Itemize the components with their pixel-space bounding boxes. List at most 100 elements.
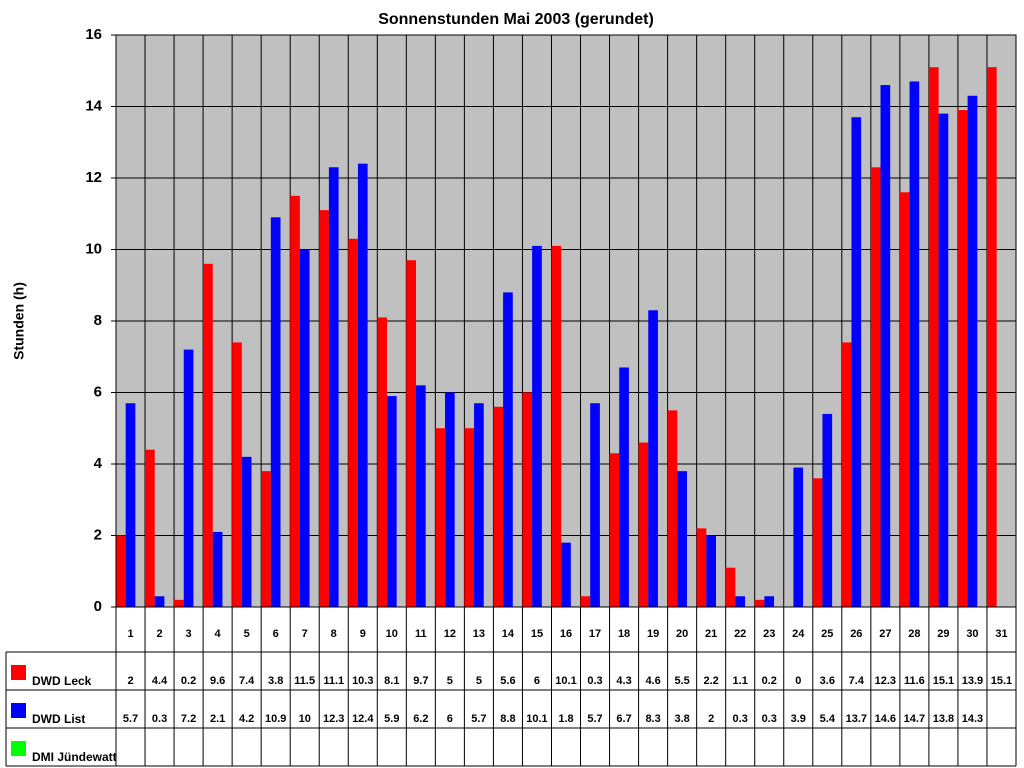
x-tick-label: 31	[995, 628, 1007, 640]
bar	[677, 471, 687, 607]
bar	[357, 163, 368, 607]
x-tick-label: 6	[273, 628, 279, 640]
table-value: 10.3	[352, 675, 373, 687]
bar	[532, 245, 542, 608]
bar	[445, 392, 455, 607]
bar	[154, 596, 165, 607]
table-value: 2	[127, 675, 133, 687]
legend-key	[11, 665, 26, 680]
x-tick-label: 25	[821, 628, 833, 640]
bar	[348, 238, 358, 607]
table-value: 10.1	[526, 713, 547, 725]
legend-key	[11, 703, 26, 718]
bar	[261, 471, 271, 607]
x-tick-label: 14	[502, 628, 515, 640]
table-value: 11.1	[323, 675, 344, 687]
bar	[493, 406, 504, 607]
bar	[957, 110, 968, 607]
bar	[648, 310, 658, 607]
x-tick-label: 13	[473, 628, 485, 640]
x-tick-label: 5	[244, 628, 250, 640]
y-tick-label: 8	[94, 312, 102, 329]
x-tick-label: 12	[444, 628, 456, 640]
x-tick-label: 27	[879, 628, 891, 640]
table-value: 4.2	[239, 713, 254, 725]
bar	[464, 428, 475, 607]
bar	[319, 210, 329, 608]
bar	[986, 67, 997, 608]
table-value: 0.3	[587, 675, 602, 687]
chart-title: Sonnenstunden Mai 2003 (gerundet)	[378, 11, 654, 28]
y-tick-label: 4	[94, 455, 103, 472]
x-tick-label: 21	[705, 628, 717, 640]
bar	[377, 317, 387, 607]
legend-label: DWD List	[32, 712, 85, 726]
x-tick-label: 26	[850, 628, 862, 640]
table-value: 5.7	[471, 713, 486, 725]
table-value: 5	[476, 675, 482, 687]
bar	[735, 596, 746, 607]
x-tick-label: 22	[734, 628, 746, 640]
table-value: 3.6	[820, 675, 835, 687]
bar	[503, 292, 513, 607]
table-value: 11.5	[294, 675, 315, 687]
bar	[793, 467, 804, 607]
table-value: 14.6	[875, 713, 896, 725]
y-tick-label: 14	[85, 97, 102, 114]
bar	[522, 392, 533, 607]
bar	[928, 67, 939, 608]
bar	[851, 117, 862, 607]
x-tick-label: 8	[331, 628, 337, 640]
bar	[812, 478, 823, 607]
bar	[764, 596, 775, 607]
legend-label: DWD Leck	[32, 674, 92, 688]
bar	[967, 95, 978, 608]
y-axis-label: Stunden (h)	[11, 282, 27, 360]
bar	[696, 528, 707, 607]
legend-key	[11, 741, 26, 756]
bar	[435, 428, 446, 607]
table-value: 4.3	[616, 675, 631, 687]
bar	[125, 403, 136, 607]
table-value: 14.3	[962, 713, 983, 725]
table-value: 8.1	[384, 675, 399, 687]
bar	[174, 599, 184, 607]
table-value: 6.7	[616, 713, 631, 725]
plot-border	[115, 34, 1017, 608]
table-value: 6.2	[413, 713, 428, 725]
table-value: 8.3	[645, 713, 660, 725]
table-value: 3.8	[674, 713, 689, 725]
x-tick-label: 18	[618, 628, 630, 640]
x-tick-label: 9	[360, 628, 366, 640]
bar	[406, 260, 416, 607]
table-value: 10.1	[555, 675, 576, 687]
table-value: 5.9	[384, 713, 399, 725]
x-tick-label: 20	[676, 628, 688, 640]
x-tick-label: 30	[966, 628, 978, 640]
bar	[212, 531, 223, 607]
table-value: 0	[795, 675, 801, 687]
table-value: 12.3	[875, 675, 896, 687]
bar	[899, 192, 910, 608]
bar	[203, 263, 213, 607]
bar	[870, 167, 881, 607]
bar	[938, 113, 949, 608]
x-tick-label: 29	[937, 628, 949, 640]
table-value: 1.1	[733, 675, 748, 687]
table-value: 15.1	[991, 675, 1012, 687]
table-value: 5.5	[674, 675, 689, 687]
bar	[822, 413, 833, 607]
x-tick-label: 23	[763, 628, 775, 640]
bar	[841, 342, 852, 607]
table-value: 5.7	[587, 713, 602, 725]
table-value: 7.4	[239, 675, 255, 687]
bar	[590, 403, 600, 607]
table-value: 6	[534, 675, 540, 687]
table-value: 12.3	[323, 713, 344, 725]
table-value: 10	[299, 713, 311, 725]
bar	[725, 567, 736, 607]
y-tick-label: 2	[94, 526, 102, 543]
bar	[183, 349, 194, 607]
table-value: 4.6	[645, 675, 660, 687]
table-value: 3.8	[268, 675, 283, 687]
